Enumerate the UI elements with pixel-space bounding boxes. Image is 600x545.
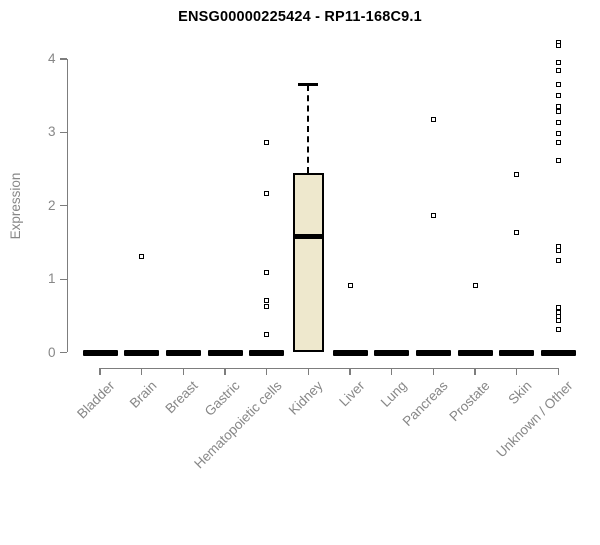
whisker-cap bbox=[298, 83, 319, 87]
outlier-point bbox=[555, 317, 561, 323]
x-tick bbox=[557, 368, 559, 375]
x-tick bbox=[474, 368, 476, 375]
y-tick-label: 3 bbox=[47, 124, 56, 140]
outlier-point bbox=[555, 108, 561, 114]
expression-boxplot-chart: ENSG00000225424 - RP11-168C9.1 Expressio… bbox=[8, 9, 576, 471]
x-tick bbox=[516, 368, 518, 375]
outlier-point bbox=[555, 60, 561, 66]
outlier-point bbox=[555, 120, 561, 126]
zero-bar bbox=[499, 349, 535, 356]
outlier-point bbox=[430, 212, 436, 218]
x-tick bbox=[349, 368, 351, 375]
outlier-point bbox=[555, 327, 561, 333]
zero-bar bbox=[82, 349, 118, 356]
x-tick bbox=[266, 368, 268, 375]
zero-bar bbox=[374, 349, 410, 356]
outlier-point bbox=[514, 171, 520, 177]
x-tick bbox=[224, 368, 226, 375]
median-line bbox=[292, 234, 324, 240]
zero-bar bbox=[124, 349, 160, 356]
box bbox=[292, 172, 324, 353]
outlier-point bbox=[555, 305, 561, 311]
outlier-point bbox=[555, 130, 561, 136]
outlier-point bbox=[555, 157, 561, 163]
x-tick bbox=[182, 368, 184, 375]
zero-bar bbox=[332, 349, 368, 356]
outlier-point bbox=[514, 230, 520, 236]
y-tick-label: 2 bbox=[47, 197, 56, 213]
outlier-point bbox=[264, 270, 270, 276]
outlier-point bbox=[264, 332, 270, 338]
zero-bar bbox=[207, 349, 243, 356]
y-axis-line bbox=[66, 59, 68, 353]
outlier-point bbox=[264, 190, 270, 196]
zero-bar bbox=[165, 349, 201, 356]
y-tick bbox=[59, 205, 67, 207]
outlier-point bbox=[555, 140, 561, 146]
outlier-point bbox=[555, 103, 561, 109]
outlier-point bbox=[264, 297, 270, 303]
zero-bar bbox=[457, 349, 493, 356]
y-tick bbox=[59, 278, 67, 280]
upper-whisker bbox=[307, 84, 310, 173]
zero-bar bbox=[249, 349, 285, 356]
outlier-point bbox=[430, 116, 436, 122]
outlier-point bbox=[555, 248, 561, 254]
x-tick bbox=[141, 368, 143, 375]
plot-area: 0 1 2 3 4 Bladder Brain Breast Gastric Hematopoie… bbox=[47, 40, 576, 471]
chart-title: ENSG00000225424 - RP11-168C9.1 bbox=[178, 9, 422, 25]
zero-bar bbox=[540, 349, 576, 356]
zero-bar bbox=[415, 349, 451, 356]
y-tick bbox=[59, 58, 67, 60]
y-tick-label: 4 bbox=[47, 51, 56, 67]
x-tick bbox=[99, 368, 101, 375]
outlier-point bbox=[555, 81, 561, 87]
outlier-point bbox=[555, 67, 561, 73]
x-tick bbox=[307, 368, 309, 375]
outlier-point bbox=[264, 303, 270, 309]
y-tick-label: 1 bbox=[47, 271, 56, 287]
x-tick bbox=[391, 368, 393, 375]
outlier-point bbox=[555, 93, 561, 99]
outlier-point bbox=[555, 258, 561, 264]
y-tick bbox=[59, 131, 67, 134]
x-axis-line bbox=[99, 368, 559, 370]
outlier-point bbox=[347, 283, 353, 289]
outlier-point bbox=[472, 283, 478, 289]
x-tick bbox=[432, 368, 434, 375]
y-tick-label: 0 bbox=[47, 344, 56, 360]
outlier-point bbox=[139, 253, 145, 259]
outlier-point bbox=[555, 43, 561, 49]
outlier-point bbox=[264, 140, 270, 146]
y-tick bbox=[59, 351, 67, 354]
